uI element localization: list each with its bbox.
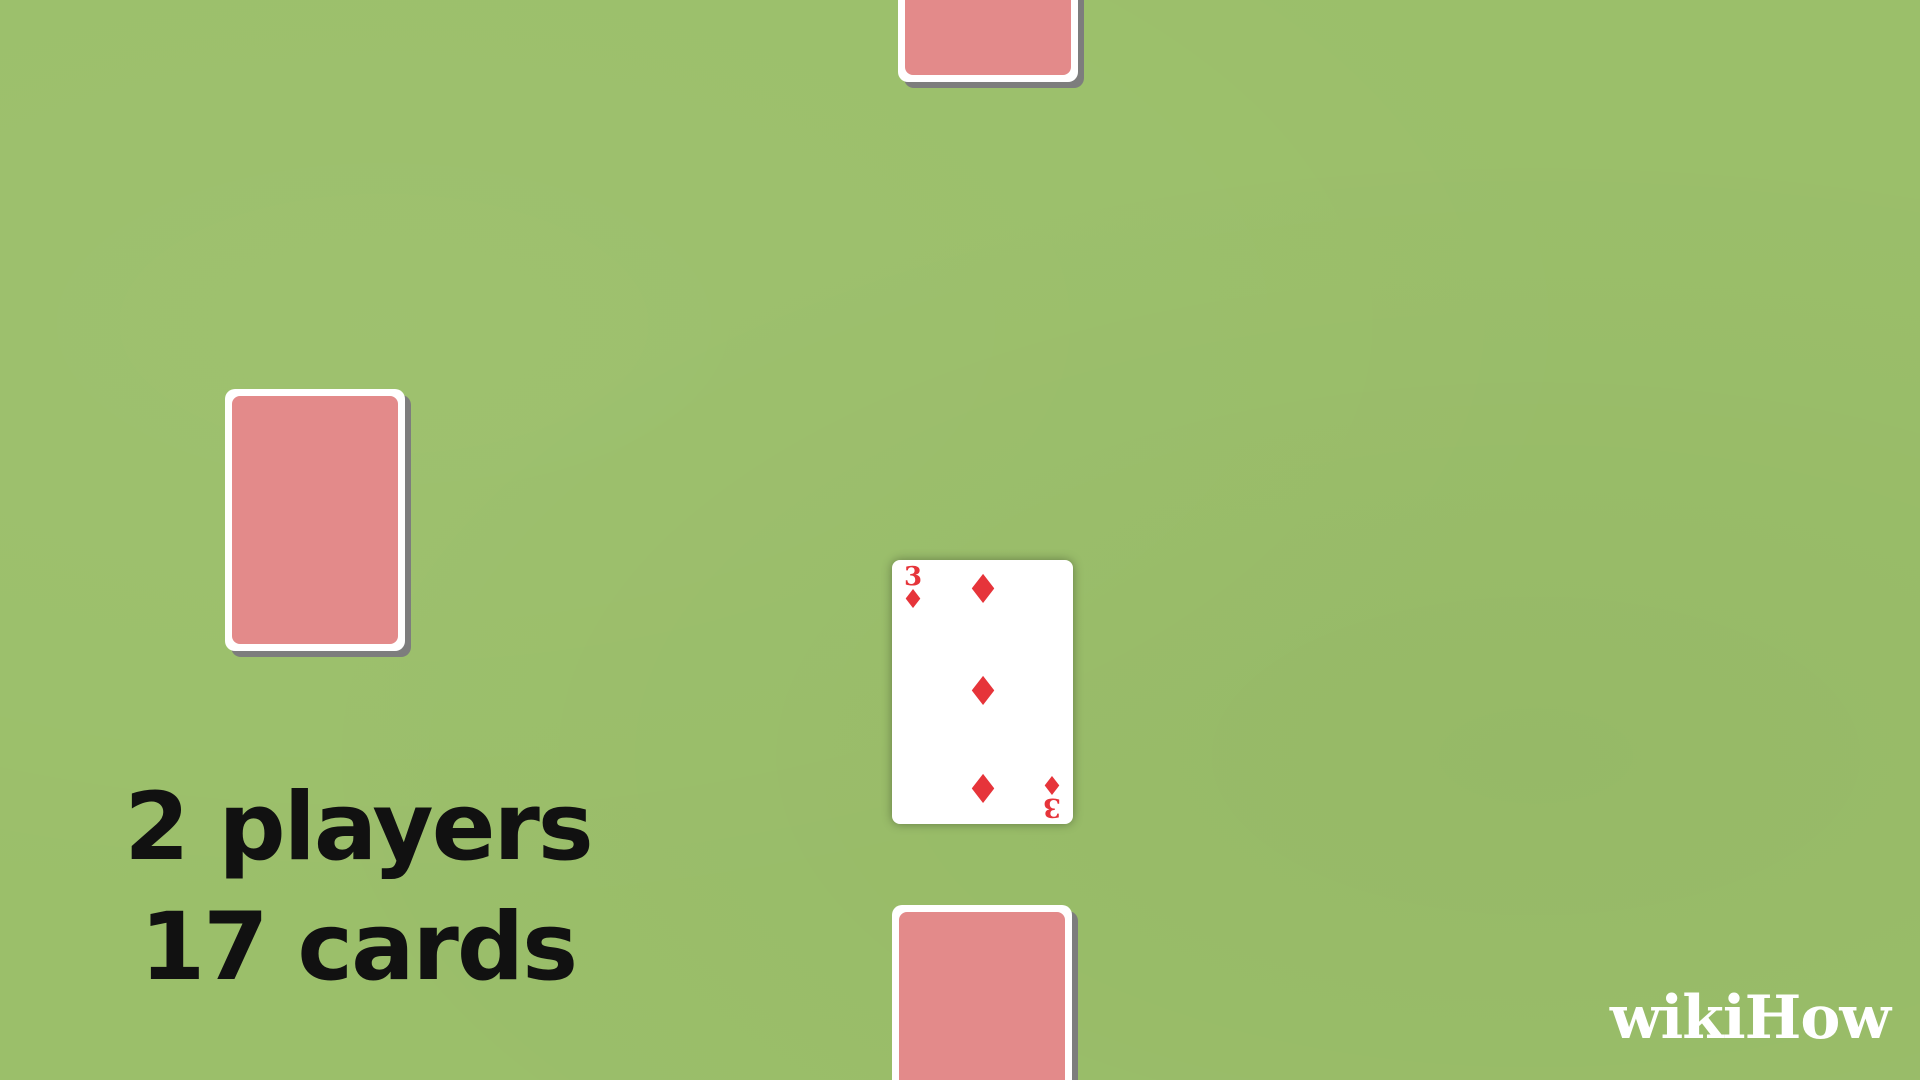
player-card-back-left[interactable] bbox=[225, 389, 405, 651]
wikihow-logo: wikiHow bbox=[1609, 983, 1891, 1053]
game-info-text: 2 players 17 cards bbox=[118, 768, 598, 1008]
card-corner-top-left: 3 ♦ bbox=[898, 564, 928, 613]
card-back-pattern bbox=[905, 0, 1071, 75]
opponent-card-back-top[interactable] bbox=[898, 0, 1078, 82]
players-count-label: 2 players bbox=[124, 773, 594, 882]
diamond-icon: ♦ bbox=[965, 567, 1001, 613]
card-rank: 3 bbox=[903, 562, 923, 592]
cards-count-label: 17 cards bbox=[139, 893, 578, 1002]
card-back-pattern bbox=[899, 912, 1065, 1080]
player-card-back-bottom[interactable] bbox=[892, 905, 1072, 1080]
diamond-icon: ♦ bbox=[901, 585, 925, 615]
card-back-pattern bbox=[232, 396, 398, 644]
diamond-icon: ♦ bbox=[965, 669, 1001, 715]
diamond-icon: ♦ bbox=[965, 767, 1001, 813]
diamond-icon: ♦ bbox=[1040, 769, 1064, 799]
card-corner-bottom-right: 3 ♦ bbox=[1037, 769, 1067, 822]
three-of-diamonds-card[interactable]: 3 ♦ ♦ ♦ ♦ 3 ♦ bbox=[892, 560, 1073, 824]
